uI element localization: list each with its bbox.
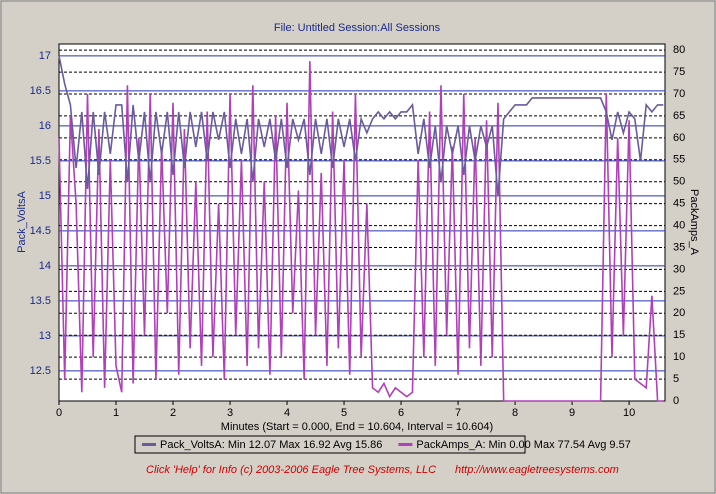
y-tick-label: 13: [39, 330, 51, 342]
legend-name: PackAmps_A: [416, 439, 483, 451]
y2-tick-label: 0: [673, 395, 679, 407]
y-tick-label: 12.5: [30, 365, 51, 377]
y2-axis-label: PackAmps_A: [688, 189, 700, 256]
y2-tick-label: 15: [673, 329, 685, 341]
chart-title: File: Untitled Session:All Sessions: [274, 22, 441, 34]
y2-tick-label: 20: [673, 307, 685, 319]
x-tick-label: 3: [227, 407, 233, 419]
x-tick-label: 9: [569, 407, 575, 419]
footer: Click 'Help' for Info (c) 2003-2006 Eagl…: [146, 464, 436, 476]
y-tick-label: 15: [39, 190, 51, 202]
x-tick-label: 7: [455, 407, 461, 419]
x-tick-label: 8: [512, 407, 518, 419]
legend-stats: : Min 0.00 Max 77.54 Avg 9.57: [482, 439, 630, 451]
y-tick-label: 17: [39, 50, 51, 62]
y2-tick-label: 10: [673, 351, 685, 363]
legend-name: Pack_VoltsA: [160, 439, 222, 451]
y-tick-label: 14: [39, 260, 51, 272]
x-tick-label: 1: [113, 407, 119, 419]
y2-tick-label: 60: [673, 132, 685, 144]
y2-tick-label: 45: [673, 198, 685, 210]
y-axis-label: Pack_VoltsA: [16, 190, 28, 252]
x-tick-label: 2: [170, 407, 176, 419]
series-line: [58, 61, 664, 402]
y-tick-label: 16.5: [30, 85, 51, 97]
y2-tick-label: 40: [673, 219, 685, 231]
footer-url: http://www.eagletreesystems.com: [455, 464, 619, 476]
y2-tick-label: 80: [673, 44, 685, 56]
y2-tick-label: 70: [673, 88, 685, 100]
y2-tick-label: 50: [673, 176, 685, 188]
x-tick-label: 10: [623, 407, 635, 419]
y2-tick-label: 75: [673, 66, 685, 78]
x-tick-label: 6: [398, 407, 404, 419]
x-tick-label: 0: [56, 407, 62, 419]
y2-tick-label: 5: [673, 373, 679, 385]
x-axis-label: Minutes (Start = 0.000, End = 10.604, In…: [221, 421, 493, 433]
y2-tick-label: 30: [673, 263, 685, 275]
y2-tick-label: 25: [673, 285, 685, 297]
x-tick-label: 5: [341, 407, 347, 419]
legend-entry: PackAmps_A: Min 0.00 Max 77.54 Avg 9.57: [416, 439, 630, 451]
y2-tick-label: 55: [673, 154, 685, 166]
legend: [134, 435, 526, 454]
legend-entry: Pack_VoltsA: Min 12.07 Max 16.92 Avg 15.…: [160, 439, 382, 451]
y2-tick-label: 35: [673, 241, 685, 253]
y-tick-label: 13.5: [30, 295, 51, 307]
y-tick-label: 14.5: [30, 225, 51, 237]
legend-stats: : Min 12.07 Max 16.92 Avg 15.86: [222, 439, 383, 451]
x-tick-label: 4: [284, 407, 290, 419]
y-tick-label: 16: [39, 120, 51, 132]
series-line: [58, 55, 664, 196]
y-tick-label: 15.5: [30, 155, 51, 167]
y2-tick-label: 65: [673, 110, 685, 122]
